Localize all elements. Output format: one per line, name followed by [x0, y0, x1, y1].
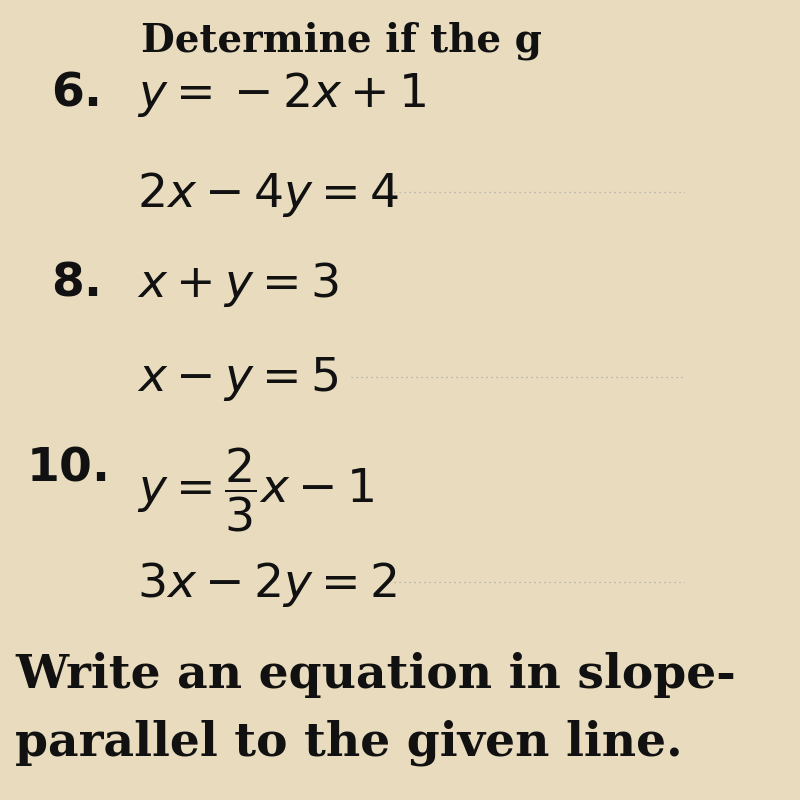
Text: $3x - 2y = 2$: $3x - 2y = 2$	[137, 560, 397, 609]
Text: $\mathbf{8.}$: $\mathbf{8.}$	[51, 260, 99, 306]
Text: parallel to the given line.: parallel to the given line.	[15, 720, 683, 766]
Text: $x - y = 5$: $x - y = 5$	[137, 355, 338, 403]
Text: Determine if the g: Determine if the g	[142, 22, 542, 61]
Text: $\mathbf{10.}$: $\mathbf{10.}$	[26, 445, 106, 490]
Text: $\mathbf{6.}$: $\mathbf{6.}$	[51, 70, 99, 115]
Text: $2x - 4y = 4$: $2x - 4y = 4$	[137, 170, 398, 219]
Text: $y = \dfrac{2}{3}x - 1$: $y = \dfrac{2}{3}x - 1$	[137, 445, 374, 534]
Text: $x + y = 3$: $x + y = 3$	[137, 260, 338, 309]
Text: Write an equation in slope-: Write an equation in slope-	[15, 652, 736, 698]
Text: $y = -2x + 1$: $y = -2x + 1$	[137, 70, 426, 119]
